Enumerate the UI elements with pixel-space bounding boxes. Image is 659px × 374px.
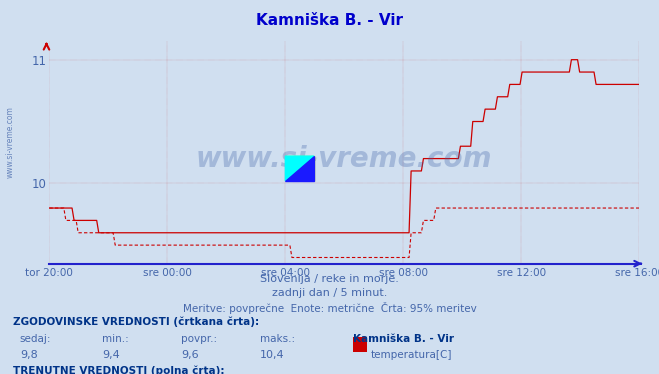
Text: Meritve: povprečne  Enote: metrične  Črta: 95% meritev: Meritve: povprečne Enote: metrične Črta:… [183,302,476,314]
Text: www.si-vreme.com: www.si-vreme.com [5,106,14,178]
Text: Slovenija / reke in morje.: Slovenija / reke in morje. [260,274,399,284]
Polygon shape [285,156,314,181]
Text: povpr.:: povpr.: [181,334,217,344]
Polygon shape [285,156,314,181]
Text: min.:: min.: [102,334,129,344]
Text: 9,6: 9,6 [181,350,199,360]
Text: www.si-vreme.com: www.si-vreme.com [196,145,492,173]
Text: maks.:: maks.: [260,334,295,344]
Text: 9,4: 9,4 [102,350,120,360]
Text: 10,4: 10,4 [260,350,285,360]
Text: sedaj:: sedaj: [20,334,51,344]
Text: temperatura[C]: temperatura[C] [370,350,452,360]
Text: zadnji dan / 5 minut.: zadnji dan / 5 minut. [272,288,387,298]
Polygon shape [285,156,314,181]
Text: 9,8: 9,8 [20,350,38,360]
Text: Kamniška B. - Vir: Kamniška B. - Vir [256,13,403,28]
Text: ZGODOVINSKE VREDNOSTI (črtkana črta):: ZGODOVINSKE VREDNOSTI (črtkana črta): [13,316,259,327]
Text: TRENUTNE VREDNOSTI (polna črta):: TRENUTNE VREDNOSTI (polna črta): [13,365,225,374]
Text: Kamniška B. - Vir: Kamniška B. - Vir [353,334,453,344]
